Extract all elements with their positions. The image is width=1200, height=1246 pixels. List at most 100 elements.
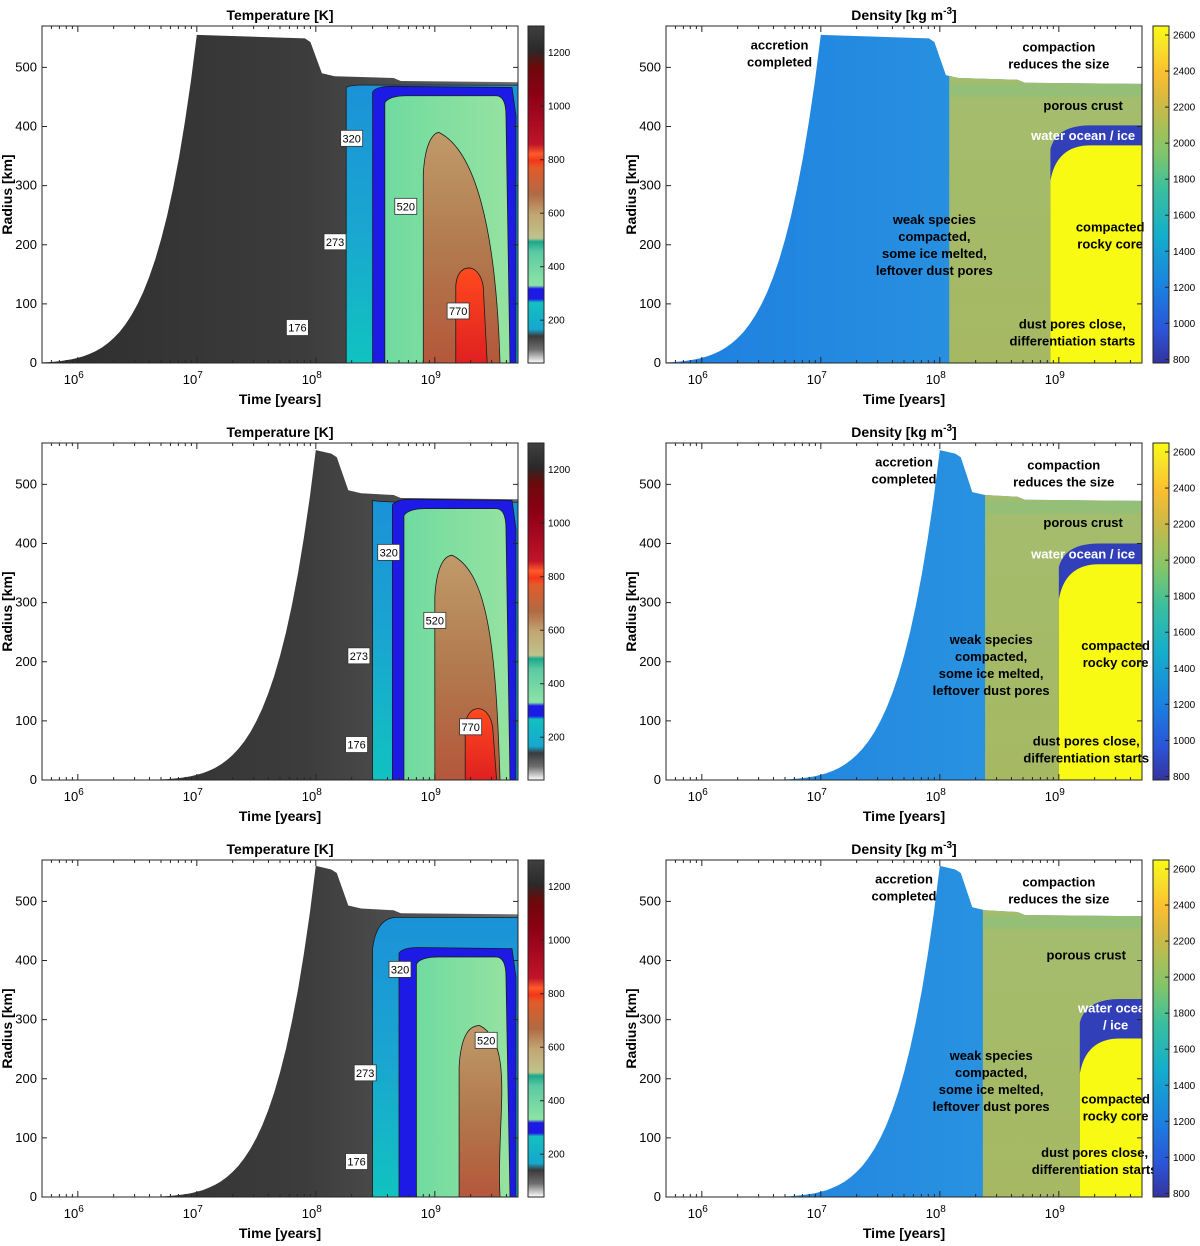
colorbar-tick-label: 1400 <box>1173 664 1196 675</box>
x-tick-label: 106 <box>64 1204 84 1221</box>
temperature-panel: 176 273 320 520 0 100 200 300 400 500 106 107 108 109… <box>0 841 571 1241</box>
colorbar <box>527 25 545 364</box>
annotation: accretion completed <box>871 872 936 904</box>
y-tick-label: 0 <box>30 772 37 787</box>
contour-label-box <box>340 129 364 147</box>
y-tick-label: 0 <box>30 1189 37 1204</box>
colorbar-tick-label: 800 <box>548 155 565 166</box>
y-tick-label: 200 <box>15 1071 37 1086</box>
annotation: compaction reduces the size <box>1008 875 1109 907</box>
contour-label: 320 <box>380 547 398 559</box>
porous-crust <box>985 500 1142 514</box>
annotation: dust pores close, differentiation starts <box>1032 1145 1158 1177</box>
y-tick-label: 500 <box>639 893 661 908</box>
colorbar-tick-label: 1000 <box>1173 736 1196 747</box>
annotation: porous crust <box>1047 947 1127 962</box>
colorbar <box>1152 859 1170 1198</box>
x-tick-label: 107 <box>807 787 827 804</box>
colorbar-tick-label: 1000 <box>548 519 571 530</box>
y-tick-label: 400 <box>15 953 37 968</box>
colorbar-tick-label: 800 <box>1173 1189 1190 1200</box>
y-tick-label: 500 <box>639 59 661 74</box>
x-axis-label: Time [years] <box>239 391 321 407</box>
annotation: compaction reduces the size <box>1013 458 1114 490</box>
x-tick-label: 109 <box>1045 370 1065 387</box>
colorbar-tick-label: 1600 <box>1173 1045 1196 1056</box>
density-panel: accretion completed compaction reduces the … <box>623 423 1196 824</box>
contour-label: 273 <box>326 237 344 249</box>
y-tick-label: 100 <box>15 296 37 311</box>
colorbar-tick-label: 1200 <box>1173 283 1196 294</box>
annotation: dust pores close, differentiation starts <box>1010 317 1136 349</box>
y-tick-label: 300 <box>15 595 37 610</box>
region-770K <box>455 267 488 364</box>
y-tick-label: 500 <box>15 893 37 908</box>
colorbar-tick-label: 2000 <box>1173 973 1196 984</box>
contour-label-box <box>377 543 401 561</box>
annotation: compacted rocky core <box>1081 638 1150 670</box>
x-tick-label: 107 <box>183 1204 203 1221</box>
colorbar-tick-label: 1600 <box>1173 628 1196 639</box>
colorbar-tick-label: 1200 <box>1173 1117 1196 1128</box>
rocky-core <box>1058 564 1142 780</box>
x-tick-label: 109 <box>1045 787 1065 804</box>
y-tick-label: 0 <box>654 355 661 370</box>
annotation: compaction reduces the size <box>1008 39 1109 71</box>
y-tick-label: 100 <box>15 713 37 728</box>
colorbar-tick-label: 1000 <box>1173 1153 1196 1164</box>
contour-label-box <box>345 736 368 753</box>
contour-label-box <box>394 197 418 215</box>
annotation: porous crust <box>1043 98 1123 113</box>
colorbar-tick-label: 2400 <box>1173 484 1196 495</box>
colorbar-tick-label: 800 <box>1173 772 1190 783</box>
colorbar-tick-label: 600 <box>548 209 565 220</box>
colorbar-tick-label: 2200 <box>1173 103 1196 114</box>
y-tick-label: 100 <box>15 1130 37 1145</box>
y-tick-label: 300 <box>15 178 37 193</box>
colorbar-tick-label: 400 <box>548 1096 565 1107</box>
colorbar <box>527 442 545 781</box>
y-tick-label: 0 <box>30 355 37 370</box>
chart-title: Temperature [K] <box>226 841 333 857</box>
porous-crust <box>949 83 1142 97</box>
contour-label: 520 <box>426 615 444 627</box>
annotation: weak species compacted, some ice melted, le… <box>933 1048 1050 1114</box>
colorbar <box>1152 25 1170 364</box>
x-tick-label: 108 <box>302 787 322 804</box>
y-tick-label: 200 <box>639 237 661 252</box>
colorbar-tick-label: 600 <box>548 1043 565 1054</box>
colorbar-tick-label: 2000 <box>1173 139 1196 150</box>
colorbar-tick-label: 1800 <box>1173 592 1196 603</box>
y-axis-label: Radius [km] <box>623 988 639 1068</box>
colorbar-tick-label: 600 <box>548 626 565 637</box>
x-axis-label: Time [years] <box>239 808 321 824</box>
x-tick-label: 107 <box>183 370 203 387</box>
contour-label: 273 <box>350 651 368 663</box>
x-axis-label: Time [years] <box>863 1225 945 1241</box>
y-tick-label: 300 <box>639 595 661 610</box>
y-tick-label: 300 <box>15 1012 37 1027</box>
y-axis-label: Radius [km] <box>0 988 15 1068</box>
colorbar-tick-label: 800 <box>1173 355 1190 366</box>
colorbar-tick-label: 400 <box>548 262 565 273</box>
contour-label: 320 <box>391 964 409 976</box>
x-tick-label: 109 <box>1045 1204 1065 1221</box>
porous-crust <box>982 916 1142 930</box>
colorbar-tick-label: 1800 <box>1173 175 1196 186</box>
y-tick-label: 400 <box>639 953 661 968</box>
contour-label: 176 <box>347 740 365 752</box>
contour-label: 520 <box>477 1035 495 1047</box>
x-tick-label: 107 <box>183 787 203 804</box>
colorbar-tick-label: 1200 <box>548 48 571 59</box>
rocky-core <box>1079 1038 1142 1197</box>
colorbar-tick-label: 1200 <box>1173 700 1196 711</box>
colorbar-tick-label: 1000 <box>548 102 571 113</box>
annotation: weak species compacted, some ice melted, le… <box>933 632 1050 698</box>
x-tick-label: 106 <box>688 787 708 804</box>
y-axis-label: Radius [km] <box>0 571 15 651</box>
density-panel: accretion completed compaction reduces the … <box>623 6 1196 407</box>
y-axis-label: Radius [km] <box>623 154 639 234</box>
annotation: accretion completed <box>871 455 936 487</box>
chart-title: Density [kg m-3] <box>851 423 956 440</box>
